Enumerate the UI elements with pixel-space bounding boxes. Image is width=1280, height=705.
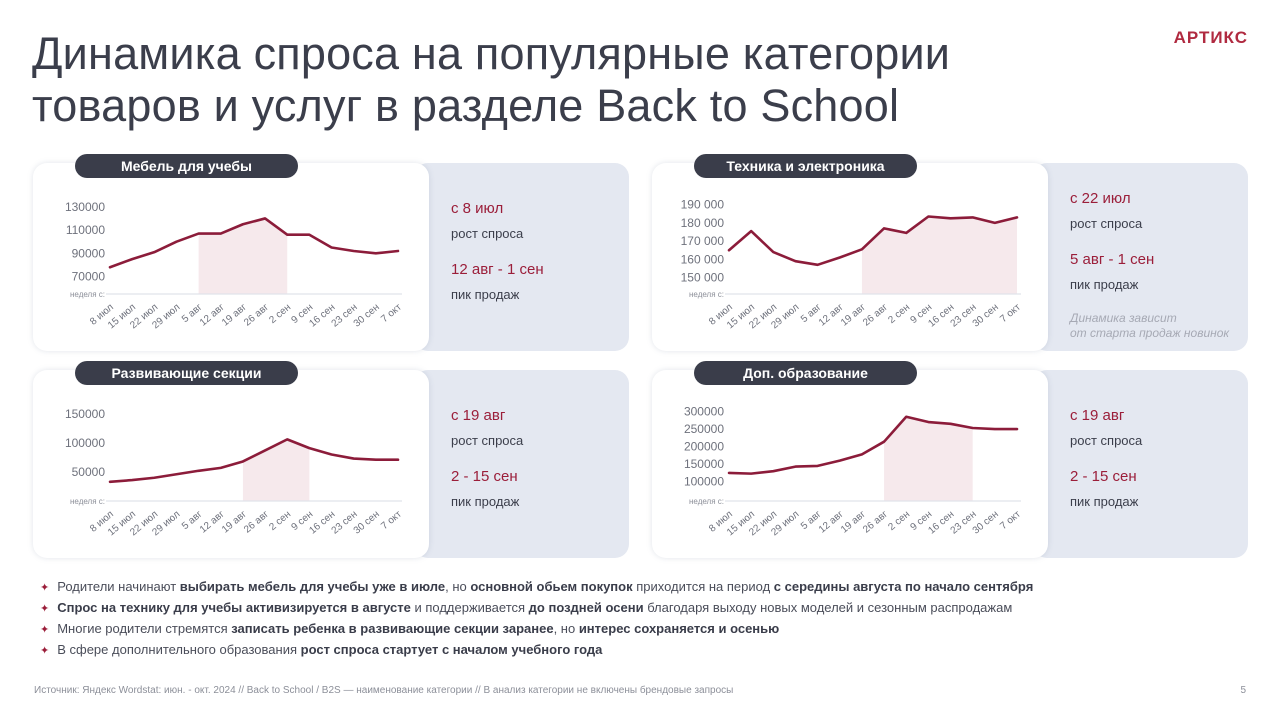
note: Динамика зависит от старта продаж новино… (1070, 311, 1230, 340)
svg-text:180 000: 180 000 (681, 216, 725, 230)
card-sections: неделя с: 150000 100000 50000 8 июл 15 июл 22 … (33, 361, 629, 558)
growth-date: с 8 июл (451, 200, 504, 217)
svg-text:30 сен: 30 сен (971, 509, 1001, 537)
svg-text:26 авг: 26 авг (861, 302, 890, 329)
svg-text:50000: 50000 (72, 465, 106, 479)
growth-date: с 19 авг (451, 407, 506, 424)
info-panel-bg (414, 370, 629, 558)
svg-text:26 авг: 26 авг (242, 302, 271, 329)
svg-text:250000: 250000 (684, 422, 724, 436)
svg-text:110000: 110000 (66, 223, 105, 237)
bullet-star-icon: ✦ (40, 603, 50, 615)
svg-text:190 000: 190 000 (681, 198, 725, 212)
peak-date: 2 - 15 сен (451, 468, 518, 485)
svg-text:150 000: 150 000 (681, 271, 725, 285)
growth-label: рост спроса (1070, 216, 1143, 231)
info-panel: с 19 авг рост спроса 2 - 15 сен пик прод… (1070, 406, 1142, 512)
bullet-star-icon: ✦ (40, 582, 50, 594)
svg-text:170 000: 170 000 (681, 234, 725, 248)
svg-text:150000: 150000 (65, 407, 105, 421)
card-furniture: неделя с: 130000 110000 90000 70000 8 июл 15 и… (33, 154, 629, 351)
key-findings-list: ✦ Родители начинают выбирать мебель для у… (40, 577, 1033, 661)
card-electronics: неделя с: 190 000 180 000 170 000 160 000 150… (652, 154, 1248, 351)
peak-period-band (861, 216, 1017, 294)
artiks-logo: АРТИКС (1173, 28, 1248, 47)
demand-line (727, 215, 1019, 267)
svg-text:300000: 300000 (684, 405, 724, 419)
svg-text:2 сен: 2 сен (886, 509, 912, 533)
info-panel: с 8 июл рост спроса 12 авг - 1 сен пик п… (451, 199, 544, 305)
info-panel: с 19 авг рост спроса 2 - 15 сен пик прод… (451, 406, 523, 512)
title-line-2: товаров и услуг в разделе Back to School (32, 80, 900, 131)
growth-date: с 22 июл (1070, 190, 1131, 207)
svg-text:неделя с:: неделя с: (689, 497, 724, 506)
svg-text:30 сен: 30 сен (352, 302, 382, 330)
svg-text:7 окт: 7 окт (379, 302, 404, 325)
svg-text:70000: 70000 (72, 270, 106, 284)
finding-item: ✦ Родители начинают выбирать мебель для у… (40, 579, 1034, 594)
category-label: Техника и электроника (694, 154, 917, 178)
page-number: 5 (1240, 685, 1246, 696)
svg-text:200000: 200000 (684, 440, 724, 454)
title-line-1: Динамика спроса на популярные категории (32, 28, 951, 79)
bullet-star-icon: ✦ (40, 645, 50, 657)
svg-text:26 авг: 26 авг (861, 509, 890, 536)
svg-text:неделя с:: неделя с: (689, 290, 724, 299)
svg-text:7 окт: 7 окт (379, 509, 404, 532)
category-label: Доп. образование (694, 361, 917, 385)
page-title: Динамика спроса на популярные категории … (32, 28, 950, 132)
growth-label: рост спроса (1070, 433, 1143, 448)
info-panel-bg (1033, 370, 1248, 558)
category-label: Мебель для учебы (75, 154, 298, 178)
svg-text:2 сен: 2 сен (886, 302, 912, 326)
peak-label: пик продаж (1070, 277, 1139, 292)
svg-text:26 авг: 26 авг (242, 509, 271, 536)
svg-text:2 сен: 2 сен (267, 302, 293, 326)
line-chart-electronics: неделя с: 190 000 180 000 170 000 160 000 150… (681, 198, 1024, 332)
svg-text:100000: 100000 (65, 436, 105, 450)
demand-line (108, 217, 400, 269)
peak-period-band (242, 439, 310, 501)
info-panel-bg (1033, 163, 1248, 351)
svg-text:160 000: 160 000 (681, 252, 725, 266)
peak-label: пик продаж (451, 494, 520, 509)
peak-date: 5 авг - 1 сен (1070, 251, 1155, 268)
svg-text:90000: 90000 (72, 246, 106, 260)
source-footnote: Источник: Яндекс Wordstat: июн. - окт. 2… (34, 685, 734, 696)
svg-text:7 окт: 7 окт (998, 302, 1023, 325)
finding-item: ✦ В сфере дополнительного образования рос… (40, 642, 603, 657)
peak-label: пик продаж (451, 287, 520, 302)
line-chart-extra-education: неделя с:3000002500002000001500001000008… (684, 405, 1023, 539)
svg-text:100000: 100000 (684, 475, 724, 489)
peak-label: пик продаж (1070, 494, 1139, 509)
svg-text:30 сен: 30 сен (971, 302, 1001, 330)
svg-text:7 окт: 7 окт (998, 509, 1023, 532)
svg-text:неделя с:: неделя с: (70, 497, 105, 506)
peak-period-band (198, 218, 288, 294)
finding-item: ✦ Спрос на технику для учебы активизирует… (40, 600, 1013, 615)
chart-panel (652, 370, 1048, 558)
growth-label: рост спроса (451, 226, 524, 241)
info-panel-bg (414, 163, 629, 351)
svg-text:неделя с:: неделя с: (70, 290, 105, 299)
peak-date: 2 - 15 сен (1070, 468, 1137, 485)
finding-item: ✦ Многие родители стремятся записать ребе… (40, 621, 780, 636)
demand-line (108, 438, 400, 484)
svg-text:30 сен: 30 сен (352, 509, 382, 537)
card-extra-education: неделя с: 300000 250000 200000 150000 100000 8… (652, 361, 1248, 558)
peak-date: 12 авг - 1 сен (451, 261, 544, 278)
svg-text:2 сен: 2 сен (267, 509, 293, 533)
bullet-star-icon: ✦ (40, 624, 50, 636)
demand-line (727, 415, 1019, 475)
svg-text:130000: 130000 (65, 200, 105, 214)
peak-period-band (884, 416, 973, 501)
svg-text:150000: 150000 (684, 457, 724, 471)
growth-label: рост спроса (451, 433, 524, 448)
growth-date: с 19 авг (1070, 407, 1125, 424)
category-label: Развивающие секции (75, 361, 298, 385)
info-panel: с 22 июл рост спроса 5 авг - 1 сен пик п… (1070, 189, 1229, 341)
